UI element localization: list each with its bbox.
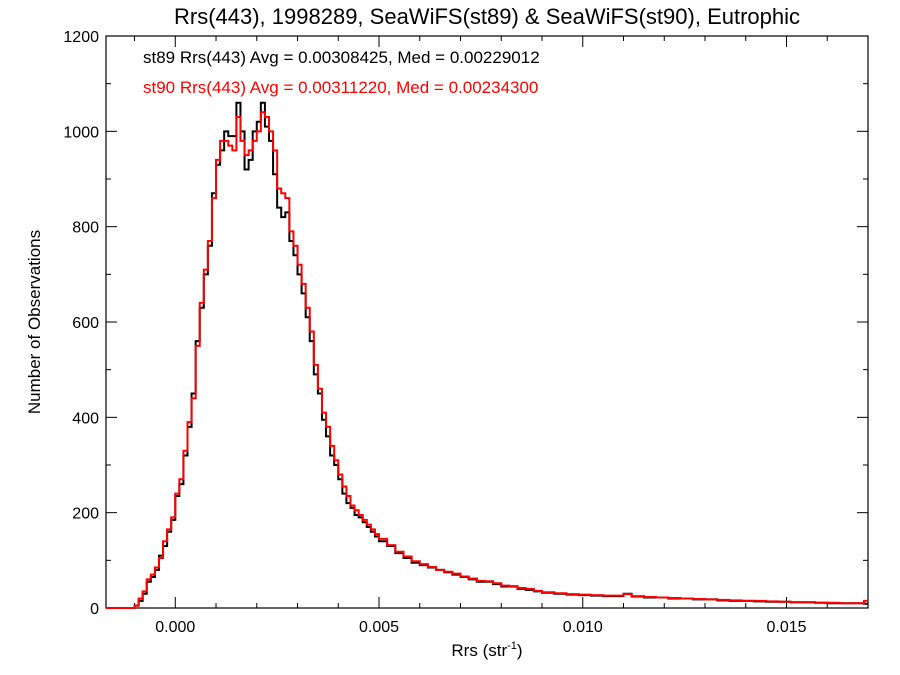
y-tick-label: 600	[72, 315, 99, 332]
chart-title: Rrs(443), 1998289, SeaWiFS(st89) & SeaWi…	[174, 4, 800, 29]
y-tick-label: 0	[90, 601, 99, 618]
y-tick-label: 1000	[63, 124, 99, 141]
y-tick-label: 800	[72, 220, 99, 237]
y-tick-labels: 0 200 400 600 800 1000 1200	[63, 29, 99, 618]
x-tick-label: 0.015	[766, 619, 806, 636]
x-axis-label-main: Rrs (str	[451, 641, 507, 660]
annotation-st89: st89 Rrs(443) Avg = 0.00308425, Med = 0.…	[143, 48, 540, 67]
x-tick-label: 0.005	[359, 619, 399, 636]
y-tick-label: 1200	[63, 29, 99, 46]
y-axis-label: Number of Observations	[25, 230, 44, 414]
axis-ticks	[106, 35, 868, 609]
series-st90-line	[106, 111, 868, 609]
y-tick-label: 200	[72, 506, 99, 523]
y-tick-label: 400	[72, 410, 99, 427]
x-axis-label-end: )	[517, 641, 523, 660]
series-layer	[106, 101, 868, 609]
x-axis-label: Rrs (str-1)	[451, 640, 522, 660]
x-axis-label-superscript: -1	[507, 640, 517, 652]
x-tick-labels: 0.000 0.005 0.010 0.015	[155, 619, 806, 636]
x-tick-label: 0.010	[563, 619, 603, 636]
annotation-st90: st90 Rrs(443) Avg = 0.00311220, Med = 0.…	[143, 78, 538, 97]
x-tick-label: 0.000	[155, 619, 195, 636]
